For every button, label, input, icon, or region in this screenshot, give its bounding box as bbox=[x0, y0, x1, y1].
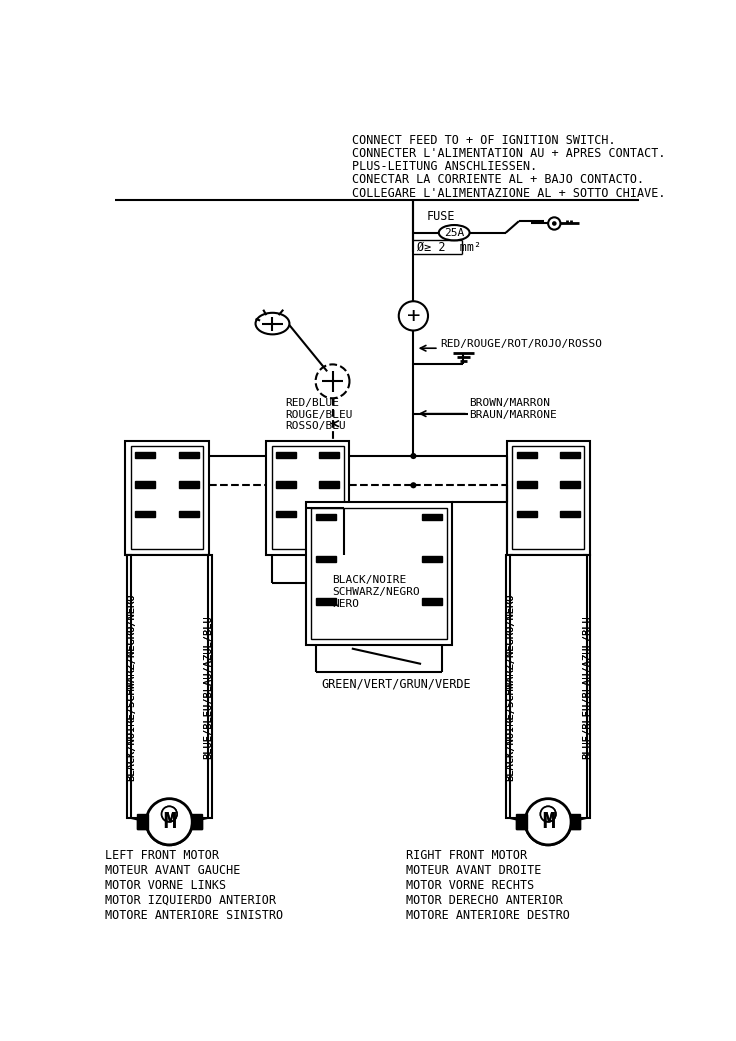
Bar bbox=[272, 446, 344, 550]
Bar bbox=[316, 599, 336, 605]
Text: RED/BLUE
ROUGE/BLEU
ROSSO/BLU: RED/BLUE ROUGE/BLEU ROSSO/BLU bbox=[285, 399, 353, 431]
Bar bbox=[517, 452, 537, 458]
Circle shape bbox=[552, 221, 556, 226]
Bar bbox=[131, 446, 203, 550]
Circle shape bbox=[146, 798, 192, 845]
Bar bbox=[125, 440, 208, 555]
Bar bbox=[319, 452, 339, 458]
Text: M: M bbox=[542, 812, 554, 832]
Circle shape bbox=[410, 453, 417, 459]
Bar bbox=[559, 452, 580, 458]
Ellipse shape bbox=[255, 312, 289, 334]
Circle shape bbox=[540, 807, 556, 821]
Bar bbox=[506, 440, 590, 555]
Text: BLACK/NOIRE/SCHWARZ/NEGRO/NERO: BLACK/NOIRE/SCHWARZ/NEGRO/NERO bbox=[505, 593, 514, 781]
Text: BLUE/BLEU/BLAU/AZUL/BLU: BLUE/BLEU/BLAU/AZUL/BLU bbox=[581, 615, 592, 759]
Bar bbox=[276, 481, 297, 487]
Text: BLACK/NOIRE/SCHWARZ/NEGRO/NERO: BLACK/NOIRE/SCHWARZ/NEGRO/NERO bbox=[126, 593, 136, 781]
Bar bbox=[506, 555, 590, 818]
Text: CONECTAR LA CORRIENTE AL + BAJO CONTACTO.: CONECTAR LA CORRIENTE AL + BAJO CONTACTO… bbox=[352, 174, 644, 186]
Text: RIGHT FRONT MOTOR
MOTEUR AVANT DROITE
MOTOR VORNE RECHTS
MOTOR DERECHO ANTERIOR
: RIGHT FRONT MOTOR MOTEUR AVANT DROITE MO… bbox=[406, 848, 570, 921]
Bar bbox=[319, 481, 339, 487]
Bar bbox=[422, 556, 442, 562]
Bar bbox=[191, 814, 202, 830]
Bar bbox=[191, 814, 202, 830]
Bar bbox=[559, 481, 580, 487]
Text: BLACK/NOIRE/SCHWARZ/NEGRO/NERO: BLACK/NOIRE/SCHWARZ/NEGRO/NERO bbox=[126, 593, 136, 781]
Circle shape bbox=[548, 218, 560, 230]
Text: BLACK/NOIRE/SCHWARZ/NEGRO/NERO: BLACK/NOIRE/SCHWARZ/NEGRO/NERO bbox=[505, 593, 514, 781]
Circle shape bbox=[410, 482, 417, 488]
Bar bbox=[179, 511, 199, 516]
Bar bbox=[276, 511, 297, 516]
Text: RED/ROUGE/ROT/ROJO/ROSSO: RED/ROUGE/ROT/ROJO/ROSSO bbox=[440, 339, 602, 349]
Bar bbox=[135, 452, 155, 458]
Text: 25A: 25A bbox=[444, 228, 464, 237]
Bar bbox=[570, 814, 581, 830]
Text: GREEN/VERT/GRUN/VERDE: GREEN/VERT/GRUN/VERDE bbox=[321, 677, 470, 690]
Circle shape bbox=[162, 807, 177, 821]
Bar bbox=[137, 814, 148, 830]
Bar bbox=[422, 514, 442, 519]
Text: +: + bbox=[407, 306, 420, 326]
Bar bbox=[179, 481, 199, 487]
Bar bbox=[516, 814, 526, 830]
Ellipse shape bbox=[439, 225, 470, 240]
Text: M: M bbox=[542, 812, 554, 832]
Circle shape bbox=[162, 807, 177, 821]
Text: Ø≥ 2  mm²: Ø≥ 2 mm² bbox=[417, 242, 481, 254]
Text: BLUE/BLEU/BLAU/AZUL/BLU: BLUE/BLEU/BLAU/AZUL/BLU bbox=[203, 615, 213, 759]
Bar bbox=[319, 511, 339, 516]
Text: BROWN/MARRON
BRAUN/MARRONE: BROWN/MARRON BRAUN/MARRONE bbox=[470, 399, 557, 420]
Text: CONNECTER L'ALIMENTATION AU + APRES CONTACT.: CONNECTER L'ALIMENTATION AU + APRES CONT… bbox=[352, 147, 665, 160]
Text: FUSE: FUSE bbox=[426, 210, 455, 224]
Circle shape bbox=[399, 301, 428, 330]
Bar bbox=[305, 502, 452, 644]
Bar bbox=[135, 481, 155, 487]
Text: BLUE/BLEU/BLAU/AZUL/BLU: BLUE/BLEU/BLAU/AZUL/BLU bbox=[203, 615, 213, 759]
Bar bbox=[570, 814, 581, 830]
Bar bbox=[316, 514, 336, 519]
Bar bbox=[559, 511, 580, 516]
Text: BLACK/NOIRE
SCHWARZ/NEGRO
NERO: BLACK/NOIRE SCHWARZ/NEGRO NERO bbox=[333, 576, 420, 609]
Text: M: M bbox=[163, 812, 176, 832]
Bar bbox=[127, 555, 212, 818]
Bar bbox=[316, 556, 336, 562]
Bar bbox=[266, 440, 350, 555]
Bar bbox=[517, 481, 537, 487]
Text: LEFT FRONT MOTOR
MOTEUR AVANT GAUCHE
MOTOR VORNE LINKS
MOTOR IZQUIERDO ANTERIOR
: LEFT FRONT MOTOR MOTEUR AVANT GAUCHE MOT… bbox=[105, 848, 283, 921]
Text: M: M bbox=[163, 812, 176, 832]
Bar bbox=[135, 511, 155, 516]
Bar bbox=[516, 814, 526, 830]
Circle shape bbox=[540, 807, 556, 821]
Text: COLLEGARE L'ALIMENTAZIONE AL + SOTTO CHIAVE.: COLLEGARE L'ALIMENTAZIONE AL + SOTTO CHI… bbox=[352, 186, 665, 200]
Circle shape bbox=[525, 798, 571, 845]
Text: CONNECT FEED TO + OF IGNITION SWITCH.: CONNECT FEED TO + OF IGNITION SWITCH. bbox=[352, 134, 615, 147]
Bar bbox=[276, 452, 297, 458]
Bar bbox=[517, 511, 537, 516]
Bar bbox=[137, 814, 148, 830]
Bar bbox=[179, 452, 199, 458]
Bar bbox=[512, 446, 584, 550]
Circle shape bbox=[146, 798, 192, 845]
Text: PLUS-LEITUNG ANSCHLIESSEN.: PLUS-LEITUNG ANSCHLIESSEN. bbox=[352, 160, 537, 174]
Circle shape bbox=[525, 798, 571, 845]
Bar bbox=[311, 508, 447, 639]
Text: BLUE/BLEU/BLAU/AZUL/BLU: BLUE/BLEU/BLAU/AZUL/BLU bbox=[581, 615, 592, 759]
Bar bbox=[422, 599, 442, 605]
